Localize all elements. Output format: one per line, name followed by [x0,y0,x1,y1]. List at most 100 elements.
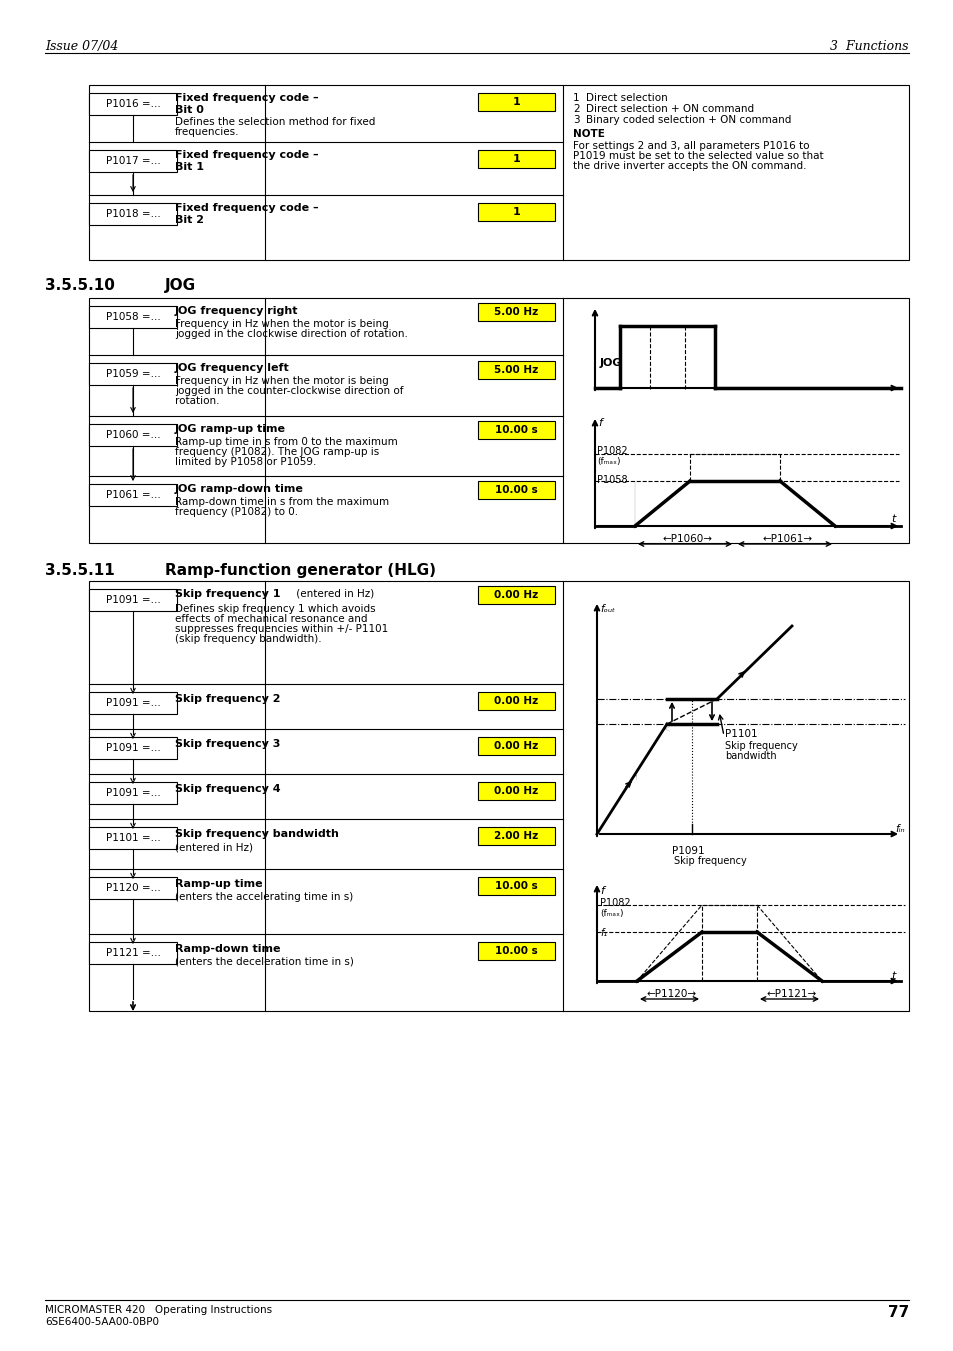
Bar [89,484,177,507]
Bar [89,424,177,446]
Text: frequency (P1082). The JOG ramp-up is: frequency (P1082). The JOG ramp-up is [174,447,379,457]
Text: Bit 1: Bit 1 [174,162,204,172]
Text: (fₘₐₓ): (fₘₐₓ) [597,457,619,466]
Text: JOG frequency right: JOG frequency right [174,305,298,316]
Bar [89,942,177,965]
Text: effects of mechanical resonance and: effects of mechanical resonance and [174,613,367,624]
Text: JOG: JOG [165,278,196,293]
Text: frequency (P1082) to 0.: frequency (P1082) to 0. [174,507,297,517]
Text: P1016 =...: P1016 =... [106,99,160,109]
Text: P1058: P1058 [597,476,627,485]
Text: Defines skip frequency 1 which avoids: Defines skip frequency 1 which avoids [174,604,375,613]
Text: P1091: P1091 [671,846,704,857]
Text: 2.00 Hz: 2.00 Hz [494,831,538,842]
Text: f₁: f₁ [599,928,607,938]
Text: P1091 =...: P1091 =... [106,743,160,753]
Bar [477,422,555,439]
Text: suppresses frequencies within +/- P1101: suppresses frequencies within +/- P1101 [174,624,388,634]
Bar [477,738,555,755]
Text: 5.00 Hz: 5.00 Hz [494,307,538,317]
Bar [477,303,555,322]
Bar [477,481,555,499]
Text: ←P1061→: ←P1061→ [762,534,812,544]
Bar [89,93,177,115]
Text: (entered in Hz): (entered in Hz) [293,589,374,598]
Text: Fixed frequency code –: Fixed frequency code – [174,203,318,213]
Bar [477,827,555,844]
Text: 0.00 Hz: 0.00 Hz [494,740,538,751]
Bar [477,586,555,604]
Text: Direct selection + ON command: Direct selection + ON command [585,104,753,113]
Text: Ramp-function generator (HLG): Ramp-function generator (HLG) [165,563,436,578]
Text: Binary coded selection + ON command: Binary coded selection + ON command [585,115,791,126]
Text: JOG frequency left: JOG frequency left [174,363,290,373]
Text: MICROMASTER 420   Operating Instructions: MICROMASTER 420 Operating Instructions [45,1305,272,1315]
Text: 1: 1 [512,97,519,107]
Text: 5.00 Hz: 5.00 Hz [494,365,538,376]
Text: 10.00 s: 10.00 s [495,485,537,494]
Text: 6SE6400-5AA00-0BP0: 6SE6400-5AA00-0BP0 [45,1317,159,1327]
Text: P1059 =...: P1059 =... [106,369,160,380]
Text: 10.00 s: 10.00 s [495,881,537,892]
Bar [477,150,555,168]
Text: Bit 2: Bit 2 [174,215,204,226]
Text: limited by P1058 or P1059.: limited by P1058 or P1059. [174,457,316,467]
Text: 2: 2 [573,104,579,113]
Text: JOG ramp-down time: JOG ramp-down time [174,484,304,494]
Text: P1018 =...: P1018 =... [106,209,160,219]
Text: P1121 =...: P1121 =... [106,948,160,958]
Bar [477,942,555,961]
Text: Direct selection: Direct selection [585,93,667,103]
Bar [89,363,177,385]
Text: rotation.: rotation. [174,396,219,407]
Text: t: t [890,971,895,981]
Bar [477,782,555,800]
Text: bandwidth: bandwidth [724,751,776,761]
Bar [89,299,908,543]
Text: P1017 =...: P1017 =... [106,155,160,166]
Text: P1019 must be set to the selected value so that: P1019 must be set to the selected value … [573,151,822,161]
Bar [89,85,908,259]
Text: 1: 1 [573,93,579,103]
Text: Skip frequency bandwidth: Skip frequency bandwidth [174,830,338,839]
Text: 3.5.5.11: 3.5.5.11 [45,563,114,578]
Bar [89,305,177,328]
Text: Skip frequency 1: Skip frequency 1 [174,589,280,598]
Text: P1061 =...: P1061 =... [106,490,160,500]
Text: Skip frequency: Skip frequency [673,857,746,866]
Text: t: t [890,513,895,524]
Text: Ramp-down time in s from the maximum: Ramp-down time in s from the maximum [174,497,389,507]
Bar [477,361,555,380]
Text: 0.00 Hz: 0.00 Hz [494,590,538,600]
Text: frequencies.: frequencies. [174,127,239,136]
Text: Bit 0: Bit 0 [174,105,204,115]
Text: fₒᵤₜ: fₒᵤₜ [599,604,615,613]
Text: JOG ramp-up time: JOG ramp-up time [174,424,286,434]
Text: f: f [598,417,601,428]
Text: JOG: JOG [599,358,622,367]
Text: P1091 =...: P1091 =... [106,698,160,708]
Text: 1: 1 [512,207,519,218]
Text: (entered in Hz): (entered in Hz) [174,842,253,852]
Bar [477,877,555,894]
Text: 0.00 Hz: 0.00 Hz [494,696,538,707]
Text: (enters the deceleration time in s): (enters the deceleration time in s) [174,957,354,967]
Text: (fₘₐₓ): (fₘₐₓ) [599,909,623,917]
Bar [89,692,177,713]
Text: Frequency in Hz when the motor is being: Frequency in Hz when the motor is being [174,376,388,386]
Text: f: f [599,886,603,896]
Text: Ramp-down time: Ramp-down time [174,944,280,954]
Text: 10.00 s: 10.00 s [495,946,537,957]
Text: Fixed frequency code –: Fixed frequency code – [174,93,318,103]
Text: Ramp-up time in s from 0 to the maximum: Ramp-up time in s from 0 to the maximum [174,436,397,447]
Text: 0.00 Hz: 0.00 Hz [494,786,538,796]
Bar [89,203,177,226]
Bar [89,581,908,1011]
Bar [89,738,177,759]
Text: Skip frequency: Skip frequency [724,740,797,751]
Text: 3.5.5.10: 3.5.5.10 [45,278,114,293]
Text: fᵢₙ: fᵢₙ [894,824,903,834]
Bar [89,877,177,898]
Bar [477,203,555,222]
Text: P1120 =...: P1120 =... [106,884,160,893]
